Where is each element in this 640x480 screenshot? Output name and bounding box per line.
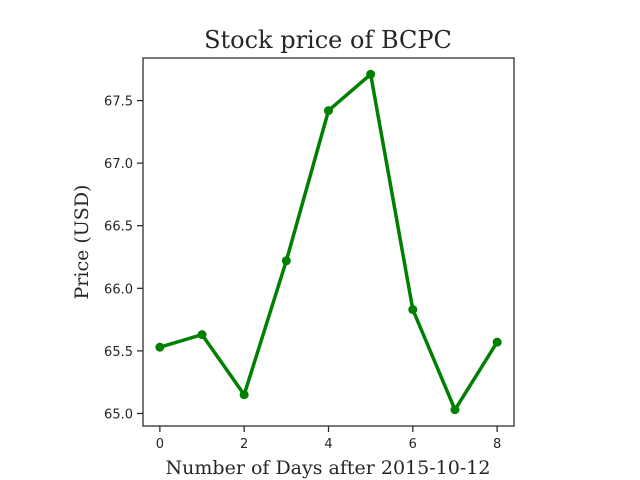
x-tick-label: 4 (324, 437, 332, 452)
x-tick-label: 0 (156, 437, 164, 452)
series-line (158, 72, 499, 412)
y-tick-label: 65.5 (104, 345, 133, 360)
x-axis: 0 2 4 6 8 (156, 426, 501, 452)
series-layer (155, 69, 502, 415)
y-tick-label: 66.5 (104, 220, 133, 235)
data-point (155, 342, 165, 352)
x-tick-label: 8 (493, 437, 501, 452)
data-point (492, 337, 502, 347)
data-point (281, 256, 291, 266)
y-tick-label: 66.0 (104, 282, 133, 297)
y-tick-label: 67.5 (104, 95, 133, 110)
chart-title: Stock price of BCPC (204, 26, 452, 54)
x-tick-label: 2 (240, 437, 248, 452)
y-tick-label: 65.0 (104, 407, 133, 422)
y-axis-label: Price (USD) (71, 185, 93, 300)
data-point (450, 405, 460, 415)
data-point (324, 106, 333, 116)
data-point (239, 390, 249, 400)
data-point (408, 305, 418, 315)
x-axis-label: Number of Days after 2015-10-12 (166, 457, 491, 479)
y-tick-label: 67.0 (104, 157, 133, 172)
data-point (197, 330, 207, 340)
y-axis: 65.0 65.5 66.0 66.5 67.0 67.5 (104, 95, 143, 422)
x-tick-label: 6 (409, 437, 417, 452)
data-point (366, 69, 376, 79)
